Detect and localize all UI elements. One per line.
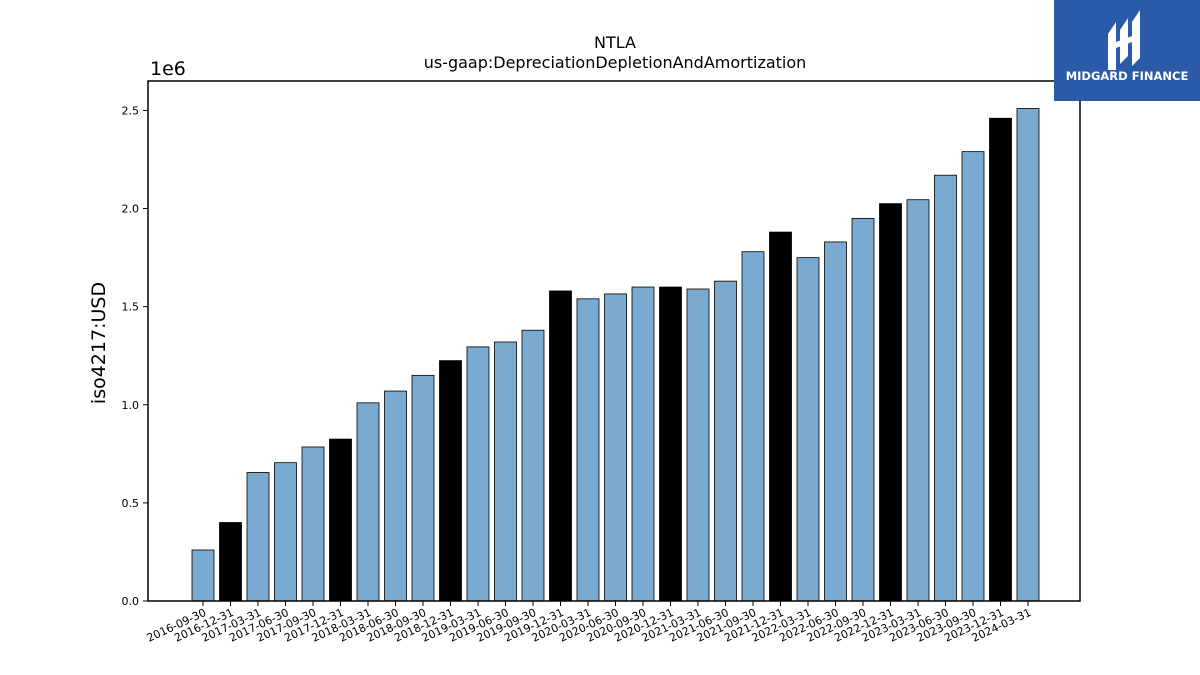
bar-2021-03-31: [686, 288, 710, 602]
bar-2021-06-30: [714, 280, 737, 602]
bar-2017-03-31: [246, 472, 270, 602]
y-tick-label: 1.5: [122, 301, 140, 314]
bar-2023-12-31: [989, 117, 1012, 602]
bar-2016-09-30: [191, 549, 215, 602]
bar-2020-09-30: [631, 286, 655, 602]
y-tick-label: 1.0: [122, 399, 140, 412]
y-axis-label: iso4217:USD: [88, 282, 110, 404]
bar-2022-03-31: [796, 257, 820, 602]
y-tick-label: 0.5: [122, 497, 140, 510]
chart-title: NTLA: [594, 33, 636, 52]
bar-2022-12-31: [879, 203, 902, 602]
bar-2023-09-30: [961, 151, 985, 602]
bar-2018-03-31: [356, 402, 380, 602]
brand-logo: MIDGARD FINANCE: [1054, 0, 1200, 101]
y-tick-label: 0.0: [122, 595, 140, 608]
bar-2019-06-30: [494, 341, 517, 602]
bar-2016-12-31: [219, 522, 242, 602]
bar-2022-06-30: [824, 241, 847, 602]
bar-2019-09-30: [521, 329, 545, 602]
bar-2023-03-31: [906, 199, 930, 602]
y-axis-ticks: 0.0 0.5 1.0 1.5 2.0 2.5: [122, 104, 148, 608]
bar-2022-09-30: [851, 217, 875, 602]
bar-2024-03-31: [1016, 108, 1040, 602]
x-axis-ticks: 2016-09-302016-12-312017-03-312017-06-30…: [145, 601, 1033, 645]
bar-2017-09-30: [301, 446, 325, 602]
bar-2021-12-31: [769, 231, 792, 602]
chart-subtitle: us-gaap:DepreciationDepletionAndAmortiza…: [424, 53, 807, 72]
brand-mark-icon: [1108, 10, 1140, 70]
bar-2020-03-31: [576, 298, 600, 602]
bar-2023-06-30: [934, 174, 957, 602]
bar-2020-12-31: [659, 286, 682, 602]
y-multiplier-label: 1e6: [150, 58, 186, 80]
bar-2018-12-31: [439, 360, 462, 602]
bar-2018-06-30: [384, 390, 407, 602]
bar-2020-06-30: [604, 293, 627, 602]
y-tick-label: 2.5: [122, 104, 140, 117]
bars-group: [191, 108, 1040, 602]
bar-2019-03-31: [466, 346, 490, 602]
bar-2018-09-30: [411, 374, 435, 602]
brand-name: MIDGARD FINANCE: [1065, 69, 1189, 83]
plot-frame: [147, 80, 1081, 602]
bar-2017-06-30: [274, 462, 297, 602]
y-tick-label: 2.0: [122, 203, 140, 216]
bar-2019-12-31: [549, 290, 572, 602]
bar-2017-12-31: [329, 438, 352, 602]
bar-2021-09-30: [741, 251, 765, 602]
